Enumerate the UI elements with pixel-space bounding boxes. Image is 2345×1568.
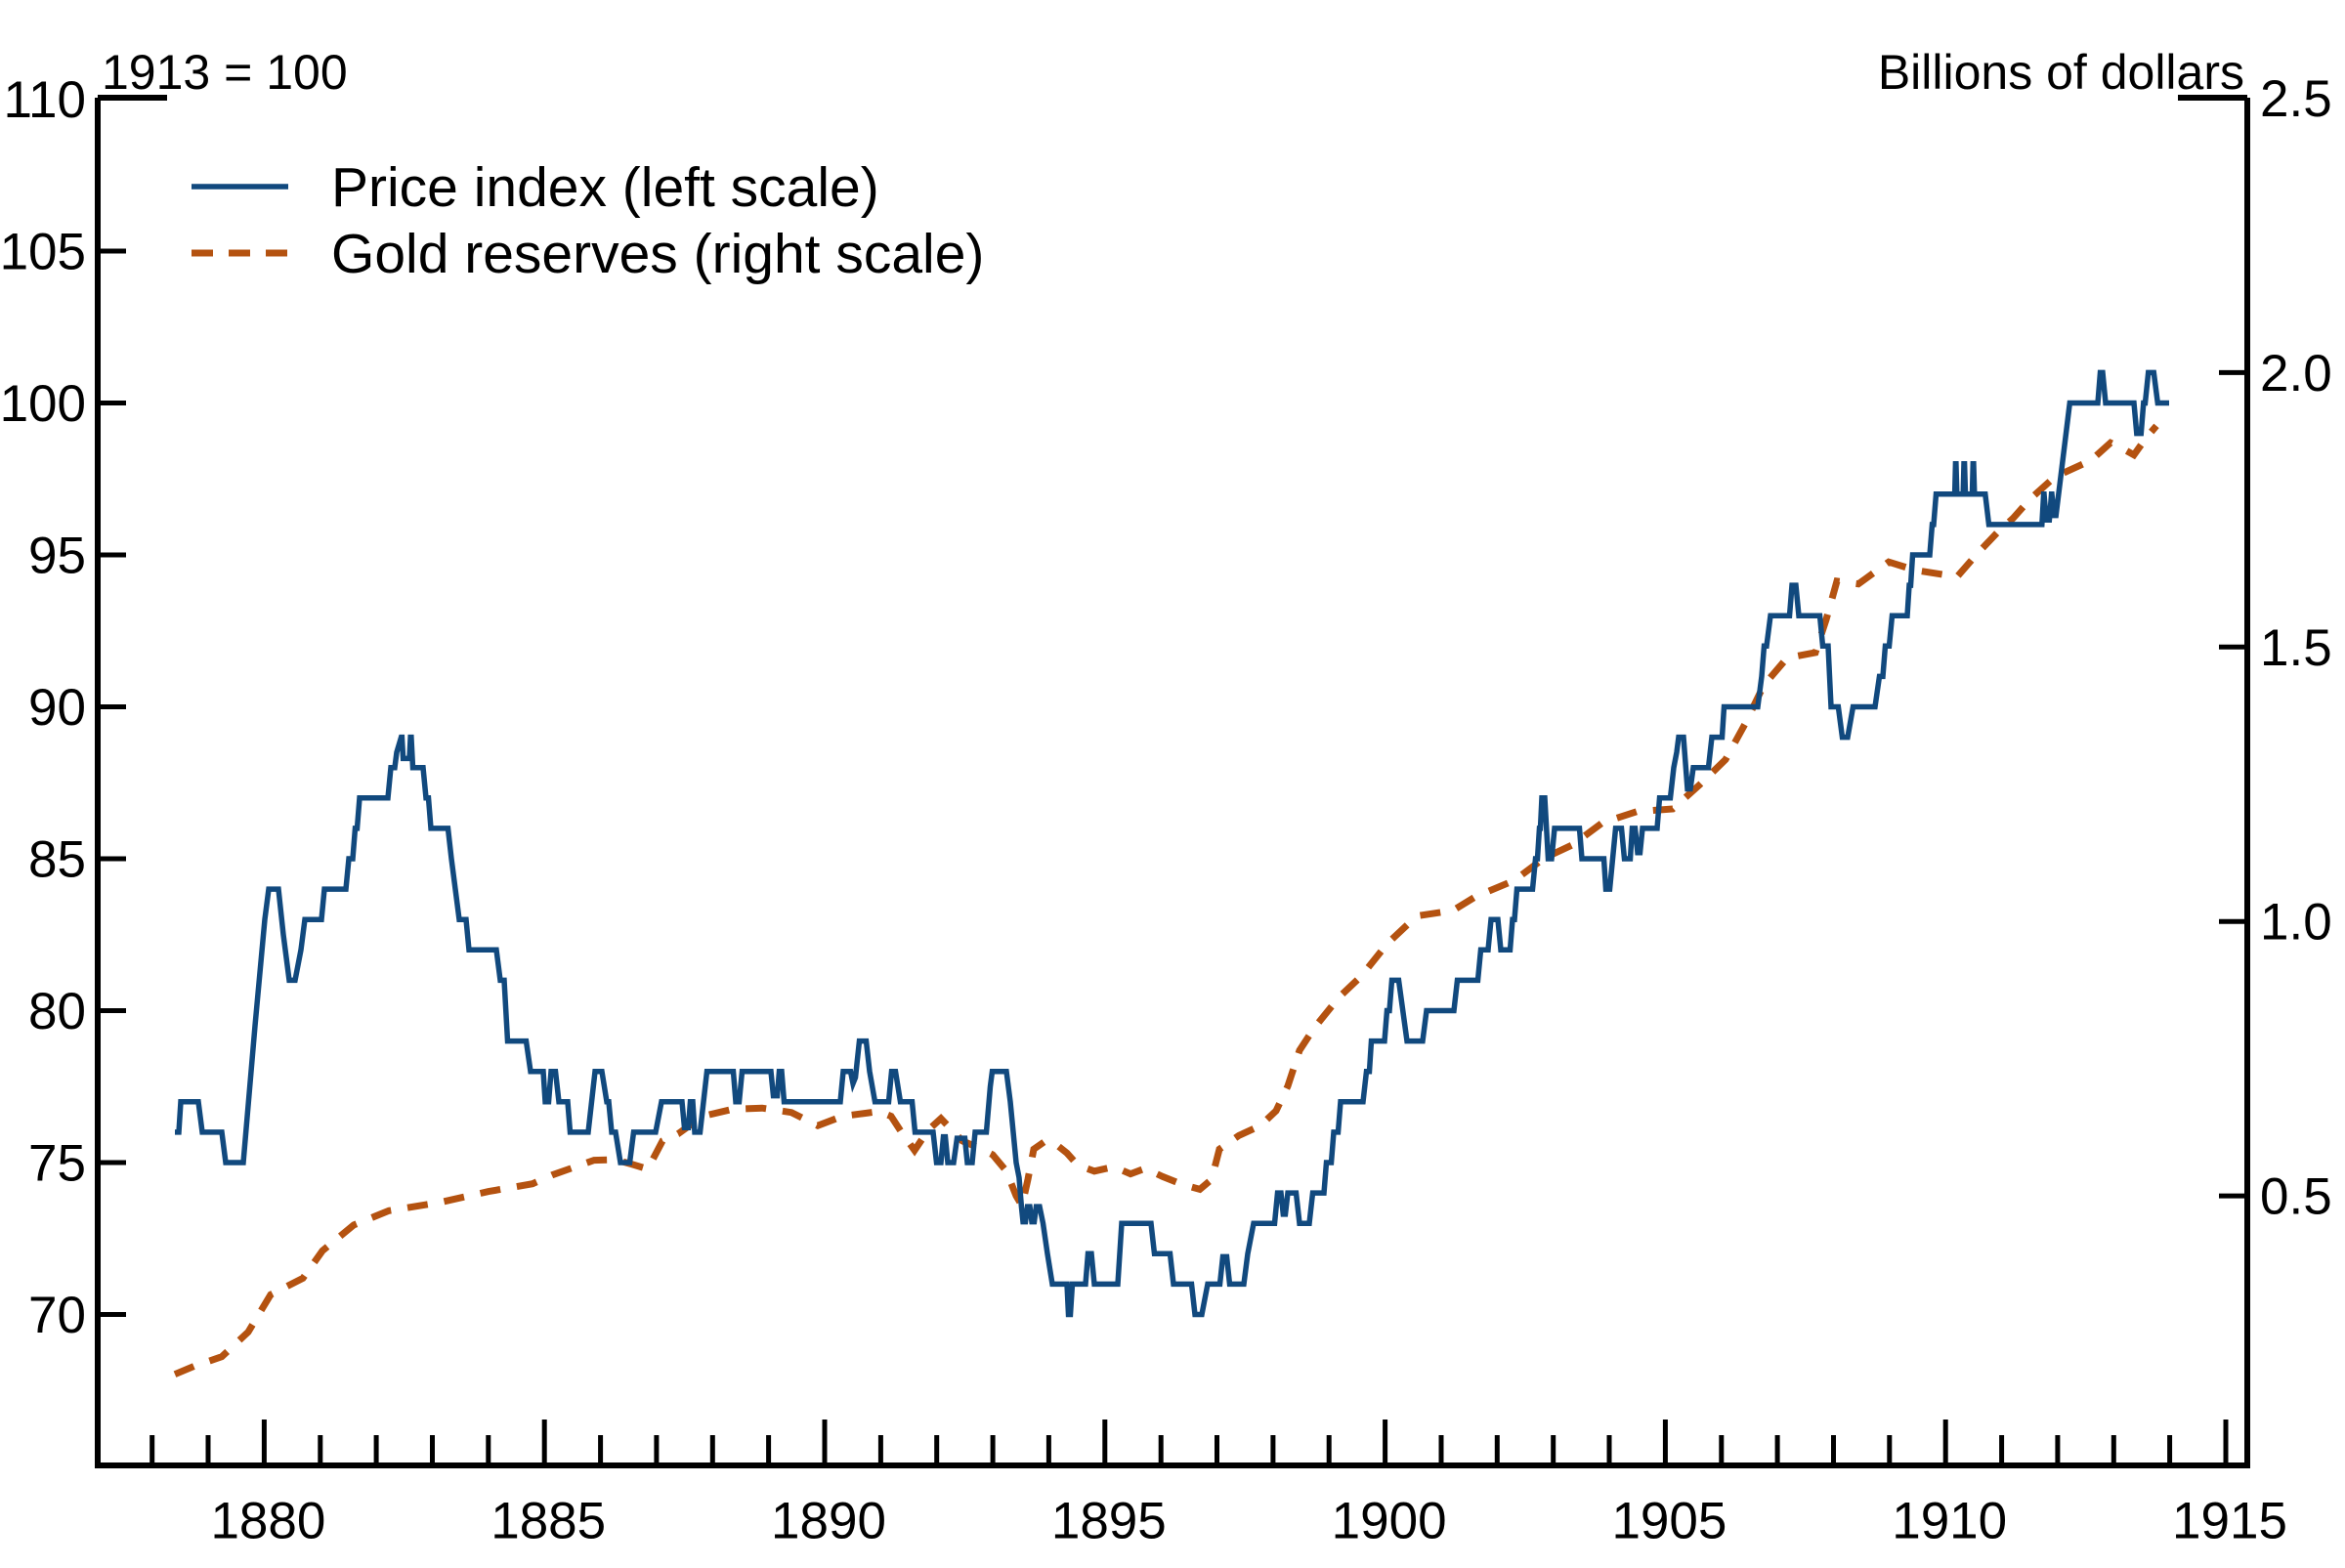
svg-text:2.5: 2.5: [2260, 70, 2332, 128]
svg-text:95: 95: [28, 528, 86, 585]
svg-text:1.0: 1.0: [2260, 894, 2332, 952]
svg-text:1913 = 100: 1913 = 100: [102, 45, 348, 100]
svg-text:1.5: 1.5: [2260, 619, 2332, 677]
svg-text:1890: 1890: [771, 1493, 886, 1550]
svg-text:1900: 1900: [1332, 1493, 1447, 1550]
svg-text:Billions of dollars: Billions of dollars: [1878, 45, 2244, 100]
svg-text:105: 105: [0, 224, 86, 281]
svg-text:1885: 1885: [490, 1493, 606, 1550]
svg-text:1915: 1915: [2172, 1493, 2287, 1550]
svg-text:90: 90: [28, 679, 86, 737]
svg-text:1880: 1880: [210, 1493, 325, 1550]
svg-text:Gold reserves (right scale): Gold reserves (right scale): [331, 223, 984, 285]
svg-text:100: 100: [0, 375, 86, 433]
svg-text:85: 85: [28, 831, 86, 889]
svg-text:70: 70: [28, 1287, 86, 1344]
svg-text:0.5: 0.5: [2260, 1168, 2332, 1226]
svg-text:1895: 1895: [1051, 1493, 1167, 1550]
svg-text:Price index (left scale): Price index (left scale): [331, 156, 879, 219]
svg-text:1910: 1910: [1892, 1493, 2007, 1550]
svg-text:2.0: 2.0: [2260, 345, 2332, 403]
svg-text:1905: 1905: [1611, 1493, 1727, 1550]
svg-text:80: 80: [28, 983, 86, 1040]
svg-text:75: 75: [28, 1135, 86, 1193]
svg-text:110: 110: [4, 71, 87, 129]
